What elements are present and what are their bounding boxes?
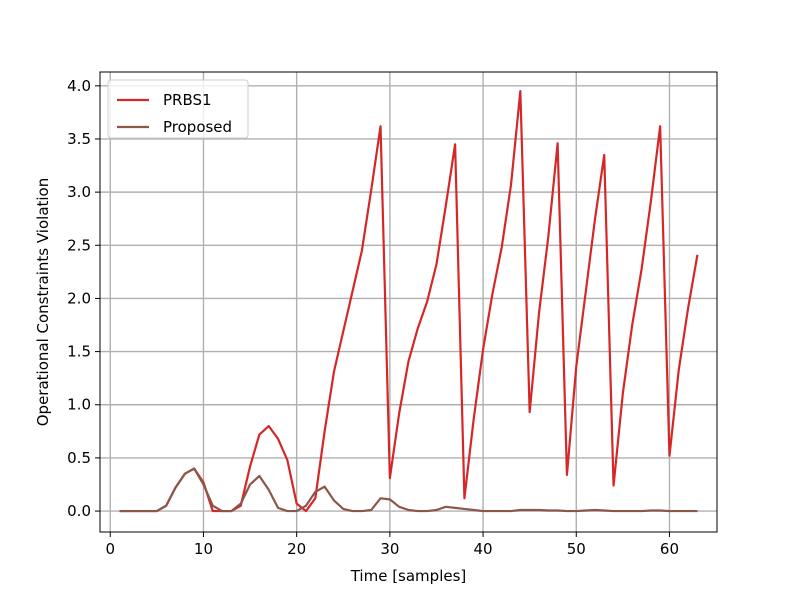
series-line-prbs1 (119, 90, 699, 513)
legend: PRBS1 Proposed (107, 79, 249, 139)
x-tick-label: 10 (194, 540, 213, 558)
y-tick-label: 1.0 (67, 396, 91, 414)
x-tick-label: 60 (660, 540, 679, 558)
x-tick-label: 0 (105, 540, 115, 558)
y-tick-label: 0.5 (67, 449, 91, 467)
y-tick-label: 3.0 (67, 183, 91, 201)
plot-frame (99, 71, 718, 533)
legend-box (107, 79, 249, 139)
legend-label: PRBS1 (163, 91, 212, 109)
axis-ticks: 0 10 20 30 40 50 60 0.0 0.5 1.0 1.5 2.0 2.5 3.0 3.5 4.0 (67, 77, 679, 558)
x-tick-label: 20 (287, 540, 306, 558)
y-tick-label: 2.5 (67, 236, 91, 254)
grid (100, 72, 717, 532)
y-tick-label: 0.0 (67, 502, 91, 520)
legend-label: Proposed (163, 118, 232, 136)
y-tick-label: 3.5 (67, 130, 91, 148)
x-tick-label: 30 (380, 540, 399, 558)
series-line-proposed (119, 467, 698, 513)
y-tick-label: 1.5 (67, 343, 91, 361)
y-tick-label: 4.0 (67, 77, 91, 95)
y-axis-label: Operational Constraints Violation (34, 178, 52, 427)
x-axis-label: Time [samples] (350, 567, 467, 585)
y-tick-label: 2.0 (67, 289, 91, 307)
series-lines (119, 90, 699, 513)
x-tick-label: 50 (567, 540, 586, 558)
x-tick-label: 40 (474, 540, 493, 558)
